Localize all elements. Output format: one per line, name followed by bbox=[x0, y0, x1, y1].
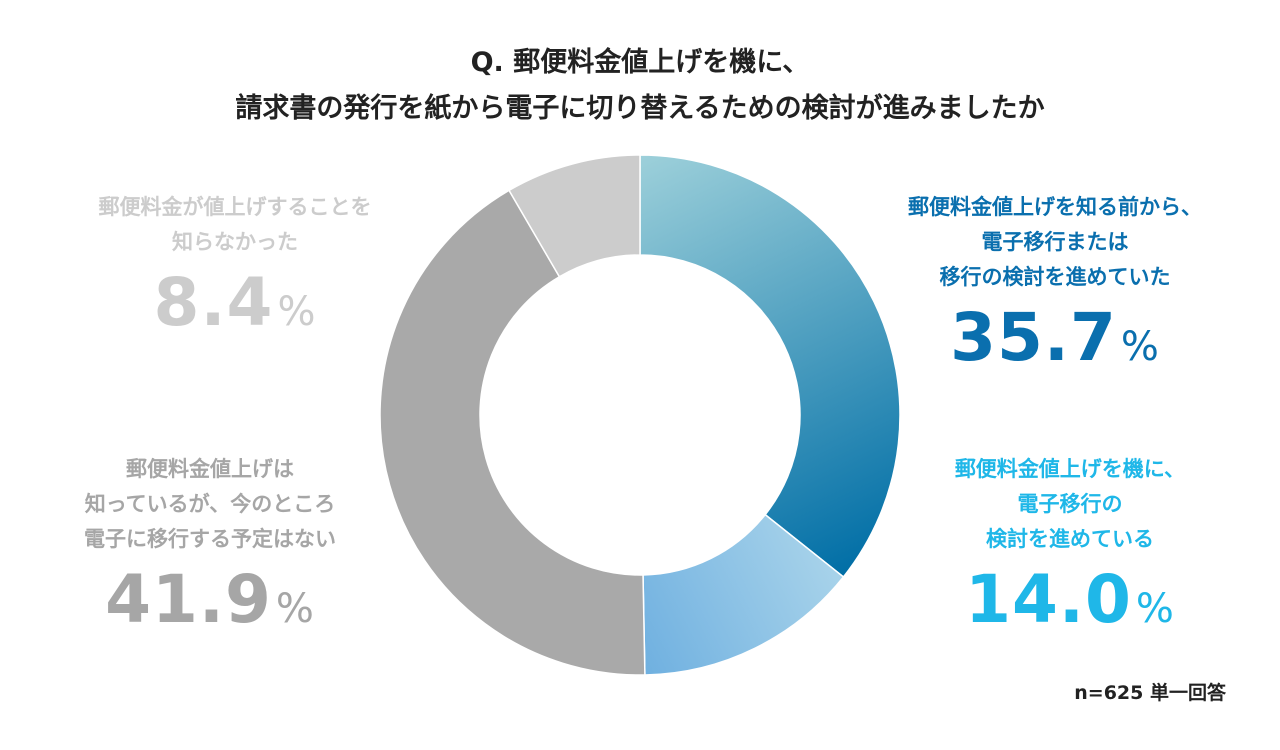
percent-symbol: % bbox=[275, 586, 315, 632]
slice-percent-value: 35.7 bbox=[950, 299, 1117, 376]
slice-label-line: 郵便料金値上げを知る前から、 bbox=[908, 195, 1202, 219]
slice-label-line: 電子移行の bbox=[1017, 492, 1123, 516]
percent-symbol: % bbox=[1135, 586, 1175, 632]
slice-label-line: 検討を進めている bbox=[986, 527, 1154, 551]
slice-percent-value: 41.9 bbox=[105, 561, 272, 638]
slice-label-line: 電子移行または bbox=[981, 230, 1129, 254]
chart-title-line-1: Q. 郵便料金値上げを機に、 bbox=[470, 47, 810, 78]
slice-percent-value: 14.0 bbox=[965, 561, 1132, 638]
slice-label-line: 郵便料金値上げを機に、 bbox=[954, 457, 1186, 481]
sample-size-note: n=625 単一回答 bbox=[1074, 682, 1226, 704]
slice-label-known-before: 郵便料金値上げを知る前から、 電子移行または 移行の検討を進めていた 35.7% bbox=[870, 190, 1240, 382]
donut-slice-0 bbox=[639, 154, 901, 578]
donut-slice-3 bbox=[508, 154, 641, 278]
slice-percent: 8.4% bbox=[60, 268, 410, 347]
slice-percent: 14.0% bbox=[920, 565, 1220, 644]
slice-label-line: 移行の検討を進めていた bbox=[939, 265, 1171, 289]
slice-percent: 35.7% bbox=[870, 303, 1240, 382]
donut-slice-2 bbox=[379, 189, 646, 676]
percent-symbol: % bbox=[1120, 324, 1160, 370]
chart-title-line-2: 請求書の発行を紙から電子に切り替えるための検討が進みましたか bbox=[235, 93, 1045, 124]
slice-label-line: 知らなかった bbox=[172, 230, 298, 254]
slice-percent: 41.9% bbox=[30, 565, 390, 644]
percent-symbol: % bbox=[277, 289, 317, 335]
slice-label-line: 電子に移行する予定はない bbox=[84, 527, 336, 551]
chart-title: Q. 郵便料金値上げを機に、 請求書の発行を紙から電子に切り替えるための検討が進… bbox=[0, 40, 1280, 132]
slice-percent-value: 8.4 bbox=[153, 264, 274, 341]
slice-label-considering-now: 郵便料金値上げを機に、 電子移行の 検討を進めている 14.0% bbox=[920, 452, 1220, 644]
slice-label-no-plan: 郵便料金値上げは 知っているが、今のところ 電子に移行する予定はない 41.9% bbox=[30, 452, 390, 644]
slice-label-line: 知っているが、今のところ bbox=[84, 492, 336, 516]
slice-label-did-not-know: 郵便料金が値上げすることを 知らなかった 8.4% bbox=[60, 190, 410, 347]
slice-label-line: 郵便料金が値上げすることを bbox=[98, 195, 372, 219]
slice-label-line: 郵便料金値上げは bbox=[126, 457, 294, 481]
